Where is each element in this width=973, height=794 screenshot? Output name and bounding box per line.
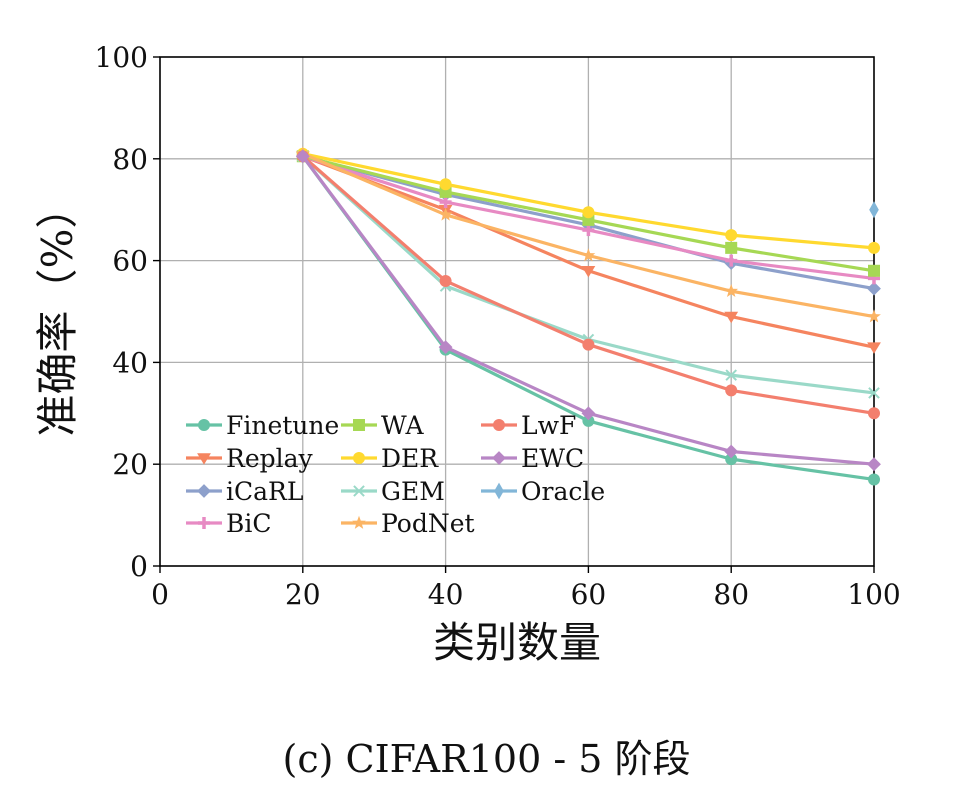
figure-caption: (c) CIFAR100 - 5 阶段 xyxy=(282,737,691,781)
data-point xyxy=(725,229,738,242)
y-tick-label: 60 xyxy=(112,245,148,278)
y-tick-label: 80 xyxy=(112,143,148,176)
legend-item: Oracle xyxy=(481,477,605,506)
data-point xyxy=(725,384,738,397)
data-point xyxy=(581,265,596,278)
x-tick-label: 0 xyxy=(151,578,169,611)
data-point xyxy=(867,281,881,296)
y-tick-label: 20 xyxy=(112,448,148,481)
legend-item: LwF xyxy=(481,411,576,440)
legend-item: Replay xyxy=(186,444,314,473)
data-point xyxy=(295,149,310,164)
data-point xyxy=(439,178,452,191)
data-point xyxy=(725,453,738,466)
legend-item: WA xyxy=(341,411,424,440)
data-point xyxy=(493,419,505,431)
legend-label: BiC xyxy=(226,509,272,538)
x-tick-label: 20 xyxy=(285,578,321,611)
data-point xyxy=(582,338,595,351)
data-point xyxy=(581,248,596,262)
data-point xyxy=(352,515,366,529)
x-tick-label: 60 xyxy=(571,578,607,611)
data-point xyxy=(868,387,880,399)
data-point xyxy=(198,419,210,431)
data-point xyxy=(438,340,453,355)
y-tick-label: 0 xyxy=(130,550,148,583)
data-point xyxy=(581,406,596,421)
data-point xyxy=(353,452,365,464)
data-point xyxy=(867,457,881,472)
data-point xyxy=(492,451,506,465)
data-point xyxy=(868,241,880,254)
data-point xyxy=(867,309,881,323)
data-point xyxy=(198,517,210,529)
legend-label: WA xyxy=(381,411,424,440)
data-point xyxy=(439,274,452,287)
data-point xyxy=(582,224,595,237)
legend-label: Replay xyxy=(226,444,314,473)
data-point-stroke xyxy=(353,485,365,497)
legend-label: DER xyxy=(381,444,439,473)
data-point xyxy=(353,419,365,431)
data-point xyxy=(494,482,504,500)
legend-label: PodNet xyxy=(381,509,475,538)
legend-label: Oracle xyxy=(521,477,605,506)
x-tick-label: 80 xyxy=(713,578,749,611)
legend-item: Finetune xyxy=(186,411,339,440)
legend-item: PodNet xyxy=(341,509,475,538)
x-tick-label: 100 xyxy=(847,578,900,611)
data-point xyxy=(867,342,881,354)
legend-item: BiC xyxy=(186,509,272,538)
data-point xyxy=(725,254,738,267)
legend-label: LwF xyxy=(521,411,576,440)
data-point xyxy=(724,444,739,459)
data-point-stroke xyxy=(868,387,880,399)
legend-item: EWC xyxy=(481,444,584,473)
series-lwf xyxy=(296,150,880,420)
data-point-stroke xyxy=(725,369,738,381)
legend-item: iCaRL xyxy=(186,477,303,506)
y-tick-label: 100 xyxy=(95,41,148,74)
x-tick-label: 40 xyxy=(428,578,464,611)
series-ewc xyxy=(295,149,881,472)
data-point xyxy=(724,311,739,324)
data-point xyxy=(868,407,880,420)
data-point xyxy=(868,473,880,486)
data-point xyxy=(197,453,211,465)
legend-label: EWC xyxy=(521,444,584,473)
legend: Finetune Replay iCaRL BiC WA DER GEM PodNet LwF E… xyxy=(186,411,605,538)
data-point xyxy=(725,369,738,381)
y-tick-label: 40 xyxy=(112,346,148,379)
data-point xyxy=(353,485,365,497)
legend-label: GEM xyxy=(381,477,445,506)
data-point xyxy=(438,207,453,221)
data-point xyxy=(582,414,595,427)
legend-item: DER xyxy=(341,444,439,473)
data-point xyxy=(197,484,211,498)
data-point xyxy=(869,201,879,219)
data-point xyxy=(868,264,880,277)
x-axis-title: 类别数量 xyxy=(433,618,601,667)
data-point xyxy=(725,241,738,254)
legend-label: Finetune xyxy=(226,411,339,440)
data-point xyxy=(724,283,739,297)
data-point xyxy=(439,196,452,209)
series-oracle xyxy=(869,201,879,219)
legend-label: iCaRL xyxy=(226,477,303,506)
data-point xyxy=(582,206,595,219)
legend-item: GEM xyxy=(341,477,445,506)
y-axis-title: 准确率（%） xyxy=(33,187,82,437)
